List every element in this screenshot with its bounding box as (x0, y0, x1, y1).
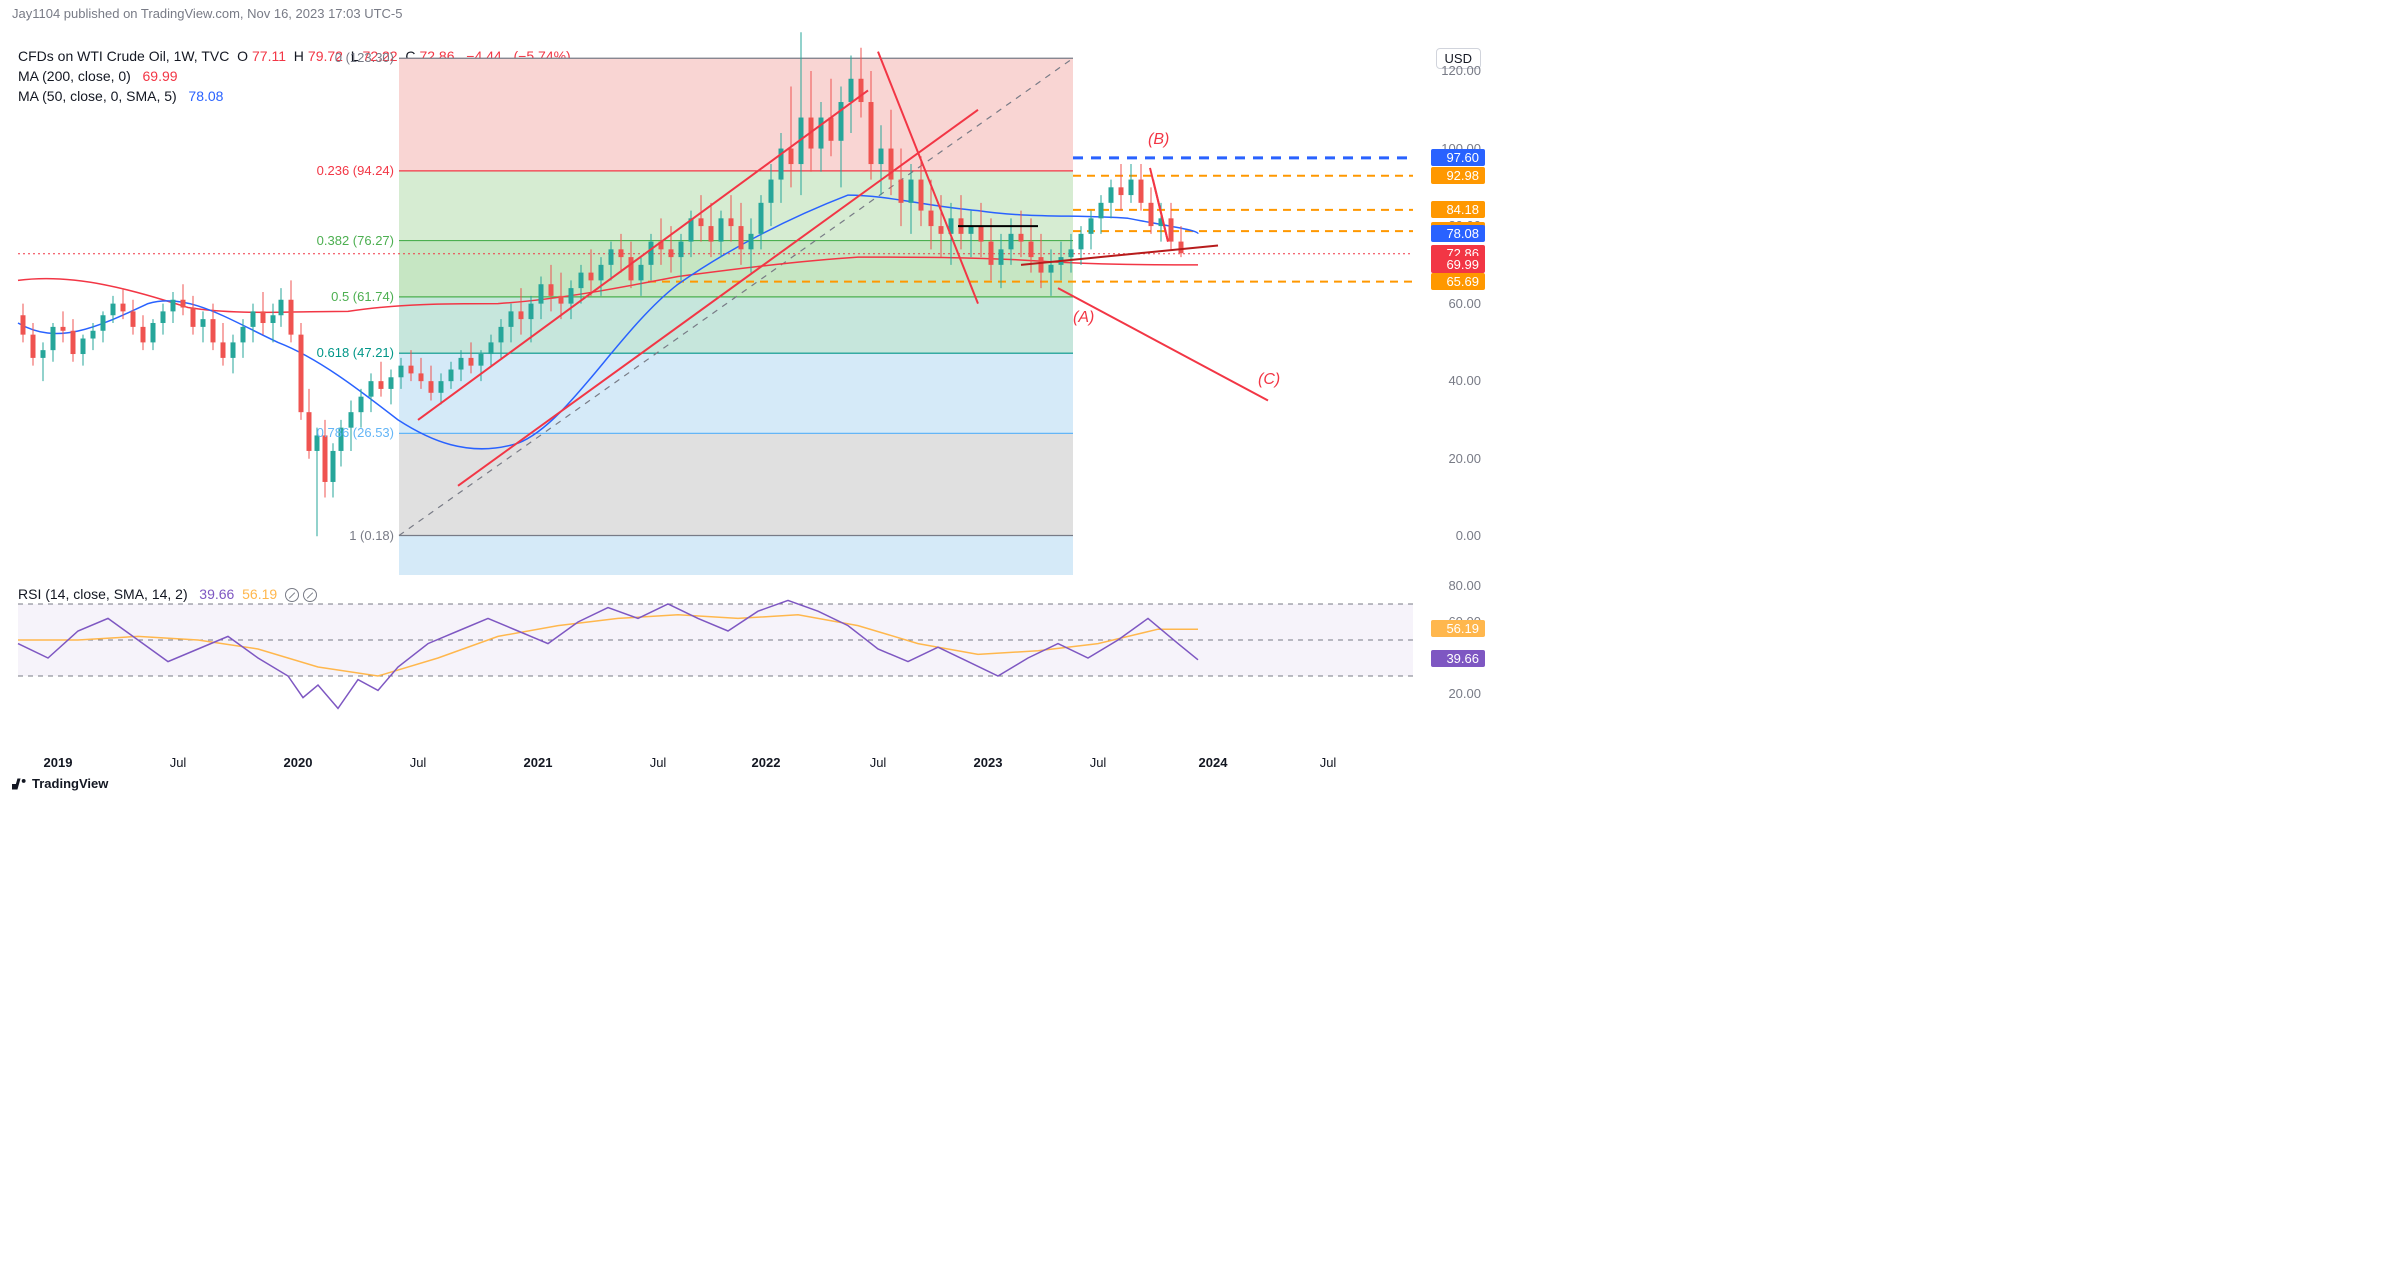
price-axis-tick: 20.00 (1421, 451, 1481, 466)
time-axis-tick: Jul (650, 755, 667, 770)
time-axis-tick: 2022 (752, 755, 781, 770)
time-axis-tick: Jul (410, 755, 427, 770)
tradingview-logo: TradingView (12, 776, 108, 791)
price-axis-tick: 40.00 (1421, 373, 1481, 388)
price-tag: 84.18 (1431, 201, 1485, 218)
rsi-chart[interactable] (18, 586, 1413, 712)
rsi-info: RSI (14, close, SMA, 14, 2) 39.66 56.19 (18, 586, 317, 602)
time-axis-tick: Jul (1320, 755, 1337, 770)
time-axis-tick: 2019 (44, 755, 73, 770)
price-tag: 97.60 (1431, 149, 1485, 166)
fib-level-label: 0 (123.30) (284, 50, 394, 65)
fib-level-label: 0.5 (61.74) (284, 289, 394, 304)
publish-header: Jay1104 published on TradingView.com, No… (12, 6, 402, 21)
time-axis-tick: 2023 (974, 755, 1003, 770)
elliott-wave-label: (B) (1148, 131, 1169, 149)
time-axis-tick: Jul (870, 755, 887, 770)
time-axis-tick: Jul (1090, 755, 1107, 770)
main-price-chart[interactable] (18, 40, 1413, 575)
price-tag: 69.99 (1431, 256, 1485, 273)
price-axis-tick: 0.00 (1421, 528, 1481, 543)
price-tag: 65.69 (1431, 273, 1485, 290)
rsi-axis-tick: 80.00 (1421, 578, 1481, 593)
rsi-tag: 39.66 (1431, 650, 1485, 667)
fib-level-label: 1 (0.18) (284, 528, 394, 543)
time-axis-tick: 2020 (284, 755, 313, 770)
price-tag: 92.98 (1431, 167, 1485, 184)
fib-level-label: 0.618 (47.21) (284, 345, 394, 360)
time-axis: 2019 Jul 2020 Jul 2021 Jul 2022 Jul 2023 Jul 2024 J… (18, 755, 1413, 775)
time-axis-tick: Jul (170, 755, 187, 770)
price-axis-tick: 120.00 (1421, 63, 1481, 78)
fib-level-label: 0.382 (76.27) (284, 233, 394, 248)
elliott-wave-label: (A) (1073, 309, 1094, 327)
rsi-tag: 56.19 (1431, 620, 1485, 637)
time-axis-tick: 2021 (524, 755, 553, 770)
fib-level-label: 0.786 (26.53) (284, 425, 394, 440)
elliott-wave-label: (C) (1258, 371, 1280, 389)
rsi-axis-tick: 20.00 (1421, 686, 1481, 701)
fib-level-label: 0.236 (94.24) (284, 163, 394, 178)
time-axis-tick: 2024 (1199, 755, 1228, 770)
price-tag: 78.08 (1431, 225, 1485, 242)
price-axis-tick: 60.00 (1421, 296, 1481, 311)
